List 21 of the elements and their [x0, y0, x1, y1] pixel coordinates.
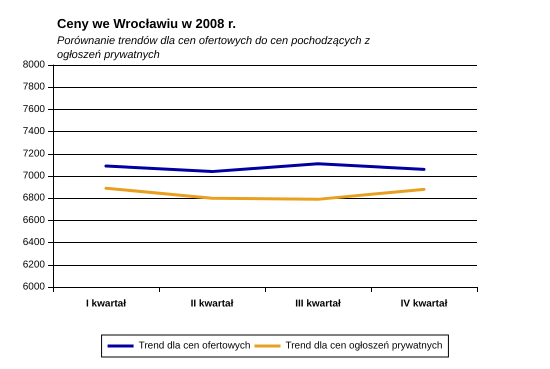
y-tick-label: 7400 [22, 126, 46, 138]
x-tick-label: II kwartał [190, 298, 234, 310]
y-tick-label: 6000 [22, 282, 46, 292]
y-tick-label: 7000 [22, 170, 46, 182]
legend-label: Trend dla cen ofertowych [138, 340, 250, 352]
y-tick-label: 7600 [22, 104, 46, 115]
chart-subtitle: Porównanie trendów dla cen ofertowych do cen pochodzących z ogłoszeń prywatnych [57, 35, 371, 61]
y-tick-label: 8000 [22, 60, 46, 70]
y-tick-label: 7200 [22, 148, 46, 160]
y-tick-label: 6200 [22, 259, 46, 270]
chart-title: Ceny we Wrocławiu w 2008 r. [57, 16, 236, 31]
line-series [104, 186, 426, 201]
x-tick-label: IV kwartał [400, 298, 448, 310]
y-tick-label: 6800 [22, 192, 46, 204]
y-tick-label: 6600 [22, 214, 46, 226]
x-tick-label: III kwartał [295, 298, 342, 310]
legend-label: Trend dla cen ogłoszeń prywatnych [285, 340, 442, 352]
line-series [104, 162, 426, 174]
x-tick-label: I kwartał [86, 298, 126, 310]
y-tick-label: 7800 [22, 82, 46, 93]
y-tick-label: 6400 [22, 237, 46, 248]
